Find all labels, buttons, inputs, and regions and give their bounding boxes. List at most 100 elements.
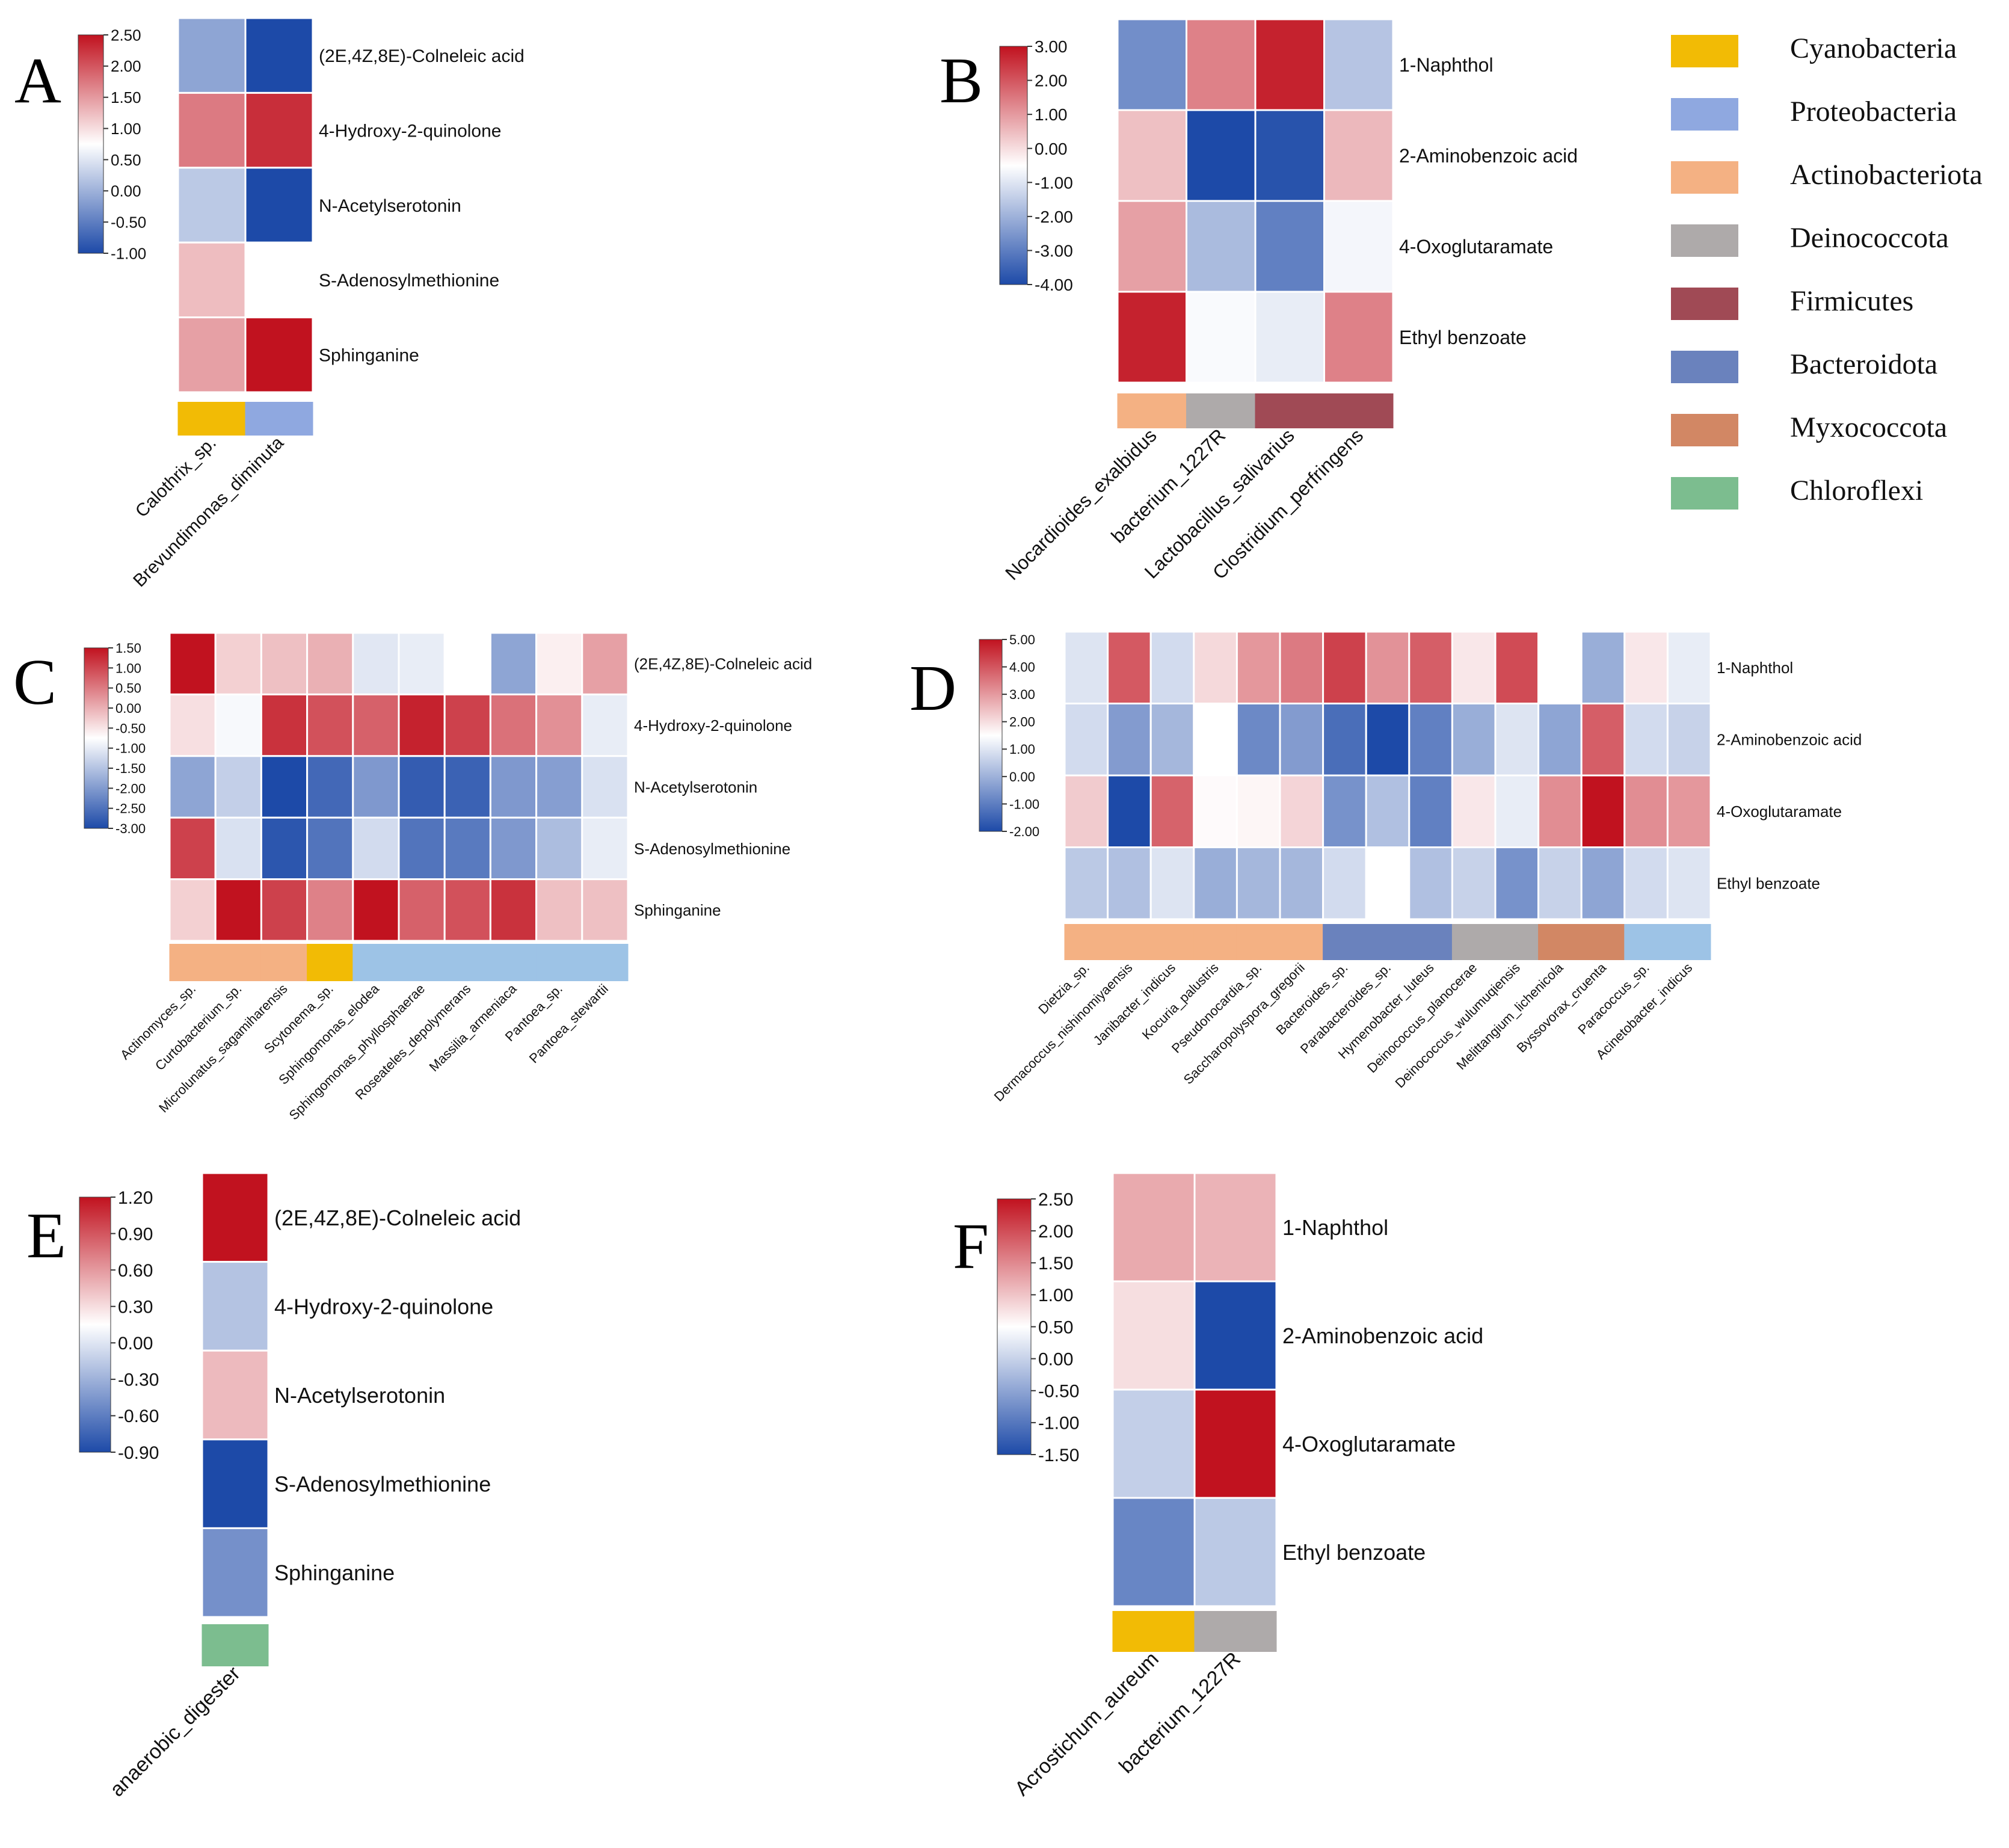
heatmap-cell [398,632,446,695]
heatmap-cell [177,17,247,94]
heatmap-cell [1193,630,1238,704]
heatmap-cell [168,693,217,757]
heatmap-cell [352,632,400,695]
colorbar-tick-label: -0.50 [115,721,146,736]
colorbar-tick-label: -1.50 [115,761,146,776]
heatmap-cell [306,755,354,819]
heatmap-cell [489,755,538,819]
phylum-annotation-cell [169,944,216,981]
colorbar-tick-label: -2.00 [1009,824,1039,839]
heatmap-cell [581,693,629,757]
row-label: 1-Naphthol [1282,1215,1388,1240]
heatmap-cell [352,816,400,881]
colorbar-tick-label: -0.60 [118,1406,159,1426]
heatmap-cell [306,878,354,942]
colorbar-tick-label: -0.90 [118,1443,159,1463]
heatmap-cell [398,693,446,757]
phylum-annotation-cell [536,944,583,981]
panel-letter: F [953,1211,989,1283]
phylum-annotation-cell [1451,924,1496,960]
row-label: 1-Naphthol [1717,659,1793,677]
colorbar-tick-label: -1.00 [1035,173,1073,192]
colorbar-tick-label: 1.50 [115,641,141,656]
heatmap-cell [1116,18,1187,111]
colorbar-tick-label: 1.00 [1009,742,1035,757]
colorbar-tick-label: -0.50 [111,214,146,232]
heatmap-cell [1580,774,1626,848]
colorbar-tick-label: 1.00 [115,661,141,676]
column-label: Massilia_armeniaca [426,981,520,1074]
panel-b: B 3.00 2.00 1.00 0.00 -1.00 -2.00 -3.00 -4.00 1-N… [940,18,1578,584]
phylum-annotation-cell [245,402,313,436]
heatmap-cell [1193,703,1238,777]
legend-swatch [1671,35,1738,67]
phylum-annotation-cell [1279,924,1324,960]
heatmap-cell [306,816,354,881]
colorbar-tick-label: 2.00 [1038,1222,1073,1242]
heatmap-cell [260,878,309,942]
legend-swatch [1671,477,1738,510]
row-label: Sphinganine [274,1560,395,1585]
heatmap-cell [177,167,247,244]
colorbar-tick-label: -1.00 [111,244,146,262]
heatmap-cell [1112,1280,1196,1391]
panel-letter: D [909,653,956,724]
heatmap-cell [1112,1497,1196,1607]
heatmap-cell [489,816,538,881]
panel-a: A 2.50 2.00 1.50 1.00 0.50 0.00 -0.50 -1.00 (2E,4… [14,17,525,591]
legend-label: Firmicutes [1790,285,1913,317]
phylum-annotation-cell [490,944,537,981]
heatmap-cell [1494,846,1540,920]
row-label: 4-Oxoglutaramate [1282,1432,1456,1456]
heatmap-cell [1193,1388,1278,1499]
panels-layer: A 2.50 2.00 1.50 1.00 0.50 0.00 -0.50 -1.00 (2E,4… [13,17,1862,1801]
column-label: anaerobic_digester [105,1662,244,1801]
heatmap-cell [1365,774,1411,848]
heatmap-cell [244,241,314,319]
heatmap-cell [1408,846,1453,920]
heatmap-cell [443,632,491,695]
colorbar-tick-label: 0.30 [118,1298,153,1317]
heatmap-cell [1116,200,1187,293]
heatmap-cell [1193,774,1238,848]
legend-label: Chloroflexi [1790,475,1923,507]
row-label: 4-Hydroxy-2-quinolone [319,121,502,141]
colorbar-tick-label: 3.00 [1035,37,1068,56]
heatmap-cell [535,632,583,695]
row-label: 1-Naphthol [1399,54,1494,76]
heatmap-cell [1063,703,1109,777]
colorbar-tick-label: 2.50 [111,26,141,44]
heatmap-cell [1186,18,1257,111]
heatmap-cell [535,755,583,819]
heatmap-cell [177,241,247,319]
colorbar-tick-label: 0.00 [1038,1349,1073,1369]
heatmap-cell [1186,109,1257,202]
phylum-annotation-cell [1323,924,1367,960]
phylum-annotation-cell [1409,924,1453,960]
row-label: N-Acetylserotonin [319,196,461,216]
heatmap-cell [443,755,491,819]
heatmap-cell [214,816,262,881]
heatmap-cell [260,816,309,881]
colorbar-tick-label: 1.00 [1035,105,1068,124]
heatmap-cell [1193,1172,1278,1283]
colorbar-tick-label: 2.00 [1009,715,1035,730]
heatmap-cell [260,755,309,819]
legend-label: Actinobacteriota [1790,159,1983,191]
row-label: S-Adenosylmethionine [634,840,790,858]
heatmap-cell [1254,291,1325,384]
heatmap-cell [1623,630,1669,704]
row-label: 4-Hydroxy-2-quinolone [634,716,792,735]
colorbar-tick-label: 3.00 [1009,687,1035,702]
heatmap-cell [1580,630,1626,704]
phylum-annotation-cell [1365,924,1410,960]
heatmap-cell [1279,630,1324,704]
heatmap-cell [1279,846,1324,920]
phylum-annotation-cell [1194,1611,1277,1652]
row-label: Sphinganine [634,901,721,919]
phylum-annotation-cell [1236,924,1281,960]
heatmap-cell [1494,774,1540,848]
phylum-annotation-cell [444,944,491,981]
heatmap-cell [201,1172,269,1263]
